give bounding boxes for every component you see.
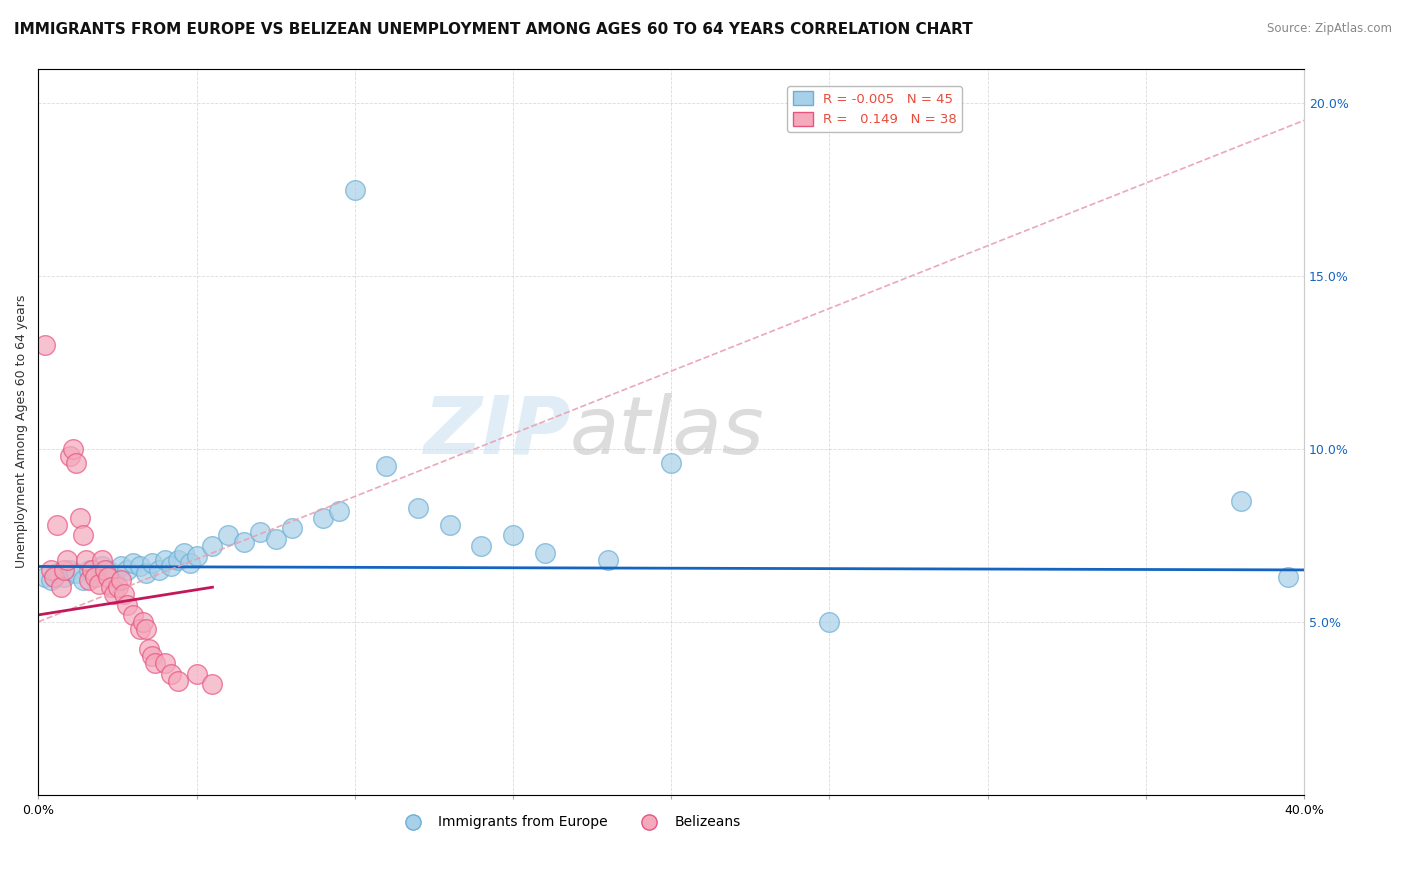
Point: [97, 563, 120, 577]
Point: [439, 518, 461, 533]
Y-axis label: Unemployment Among Ages 60 to 64 years: Unemployment Among Ages 60 to 64 years: [15, 295, 28, 568]
Point: [280, 521, 302, 535]
Point: [34, 338, 56, 352]
Point: [173, 546, 195, 560]
Point: [94, 563, 117, 577]
Point: [34, 570, 56, 584]
Point: [406, 500, 429, 515]
Point: [343, 182, 366, 196]
Point: [62, 442, 84, 456]
Point: [179, 556, 201, 570]
Text: atlas: atlas: [569, 392, 765, 471]
Point: [75, 552, 97, 566]
Point: [39, 563, 62, 577]
Point: [141, 556, 163, 570]
Point: [103, 587, 125, 601]
Point: [52, 563, 75, 577]
Point: [90, 552, 112, 566]
Point: [59, 449, 82, 463]
Point: [82, 563, 104, 577]
Point: [186, 549, 208, 563]
Point: [502, 528, 524, 542]
Point: [138, 642, 160, 657]
Point: [65, 456, 87, 470]
Point: [249, 524, 271, 539]
Point: [132, 615, 155, 629]
Point: [1230, 493, 1253, 508]
Point: [128, 559, 150, 574]
Point: [77, 563, 100, 577]
Point: [49, 580, 72, 594]
Point: [201, 677, 224, 691]
Point: [97, 570, 120, 584]
Point: [44, 570, 66, 584]
Point: [135, 622, 157, 636]
Point: [128, 622, 150, 636]
Point: [69, 511, 91, 525]
Point: [72, 528, 94, 542]
Point: [72, 574, 94, 588]
Point: [52, 570, 75, 584]
Point: [46, 566, 69, 581]
Point: [160, 666, 183, 681]
Text: ZIP: ZIP: [423, 392, 569, 471]
Point: [153, 552, 176, 566]
Point: [470, 539, 492, 553]
Point: [596, 552, 619, 566]
Point: [166, 552, 188, 566]
Point: [145, 657, 167, 671]
Point: [217, 528, 239, 542]
Point: [39, 574, 62, 588]
Point: [135, 566, 157, 581]
Point: [153, 657, 176, 671]
Point: [87, 576, 110, 591]
Point: [103, 570, 125, 584]
Point: [312, 511, 335, 525]
Point: [84, 566, 107, 581]
Point: [160, 559, 183, 574]
Point: [141, 649, 163, 664]
Point: [201, 539, 224, 553]
Point: [122, 607, 145, 622]
Point: [233, 535, 256, 549]
Point: [112, 587, 135, 601]
Point: [110, 574, 132, 588]
Point: [100, 580, 122, 594]
Point: [115, 598, 138, 612]
Point: [59, 563, 82, 577]
Point: [56, 552, 79, 566]
Point: [84, 570, 107, 584]
Point: [115, 563, 138, 577]
Point: [1277, 570, 1299, 584]
Point: [46, 518, 69, 533]
Point: [818, 615, 841, 629]
Point: [107, 580, 129, 594]
Text: Source: ZipAtlas.com: Source: ZipAtlas.com: [1267, 22, 1392, 36]
Point: [186, 666, 208, 681]
Text: IMMIGRANTS FROM EUROPE VS BELIZEAN UNEMPLOYMENT AMONG AGES 60 TO 64 YEARS CORREL: IMMIGRANTS FROM EUROPE VS BELIZEAN UNEMP…: [14, 22, 973, 37]
Point: [148, 563, 170, 577]
Legend: Immigrants from Europe, Belizeans: Immigrants from Europe, Belizeans: [394, 810, 747, 835]
Point: [328, 504, 350, 518]
Point: [375, 459, 398, 474]
Point: [77, 574, 100, 588]
Point: [90, 559, 112, 574]
Point: [166, 673, 188, 688]
Point: [264, 532, 287, 546]
Point: [533, 546, 555, 560]
Point: [659, 456, 682, 470]
Point: [110, 559, 132, 574]
Point: [65, 566, 87, 581]
Point: [122, 556, 145, 570]
